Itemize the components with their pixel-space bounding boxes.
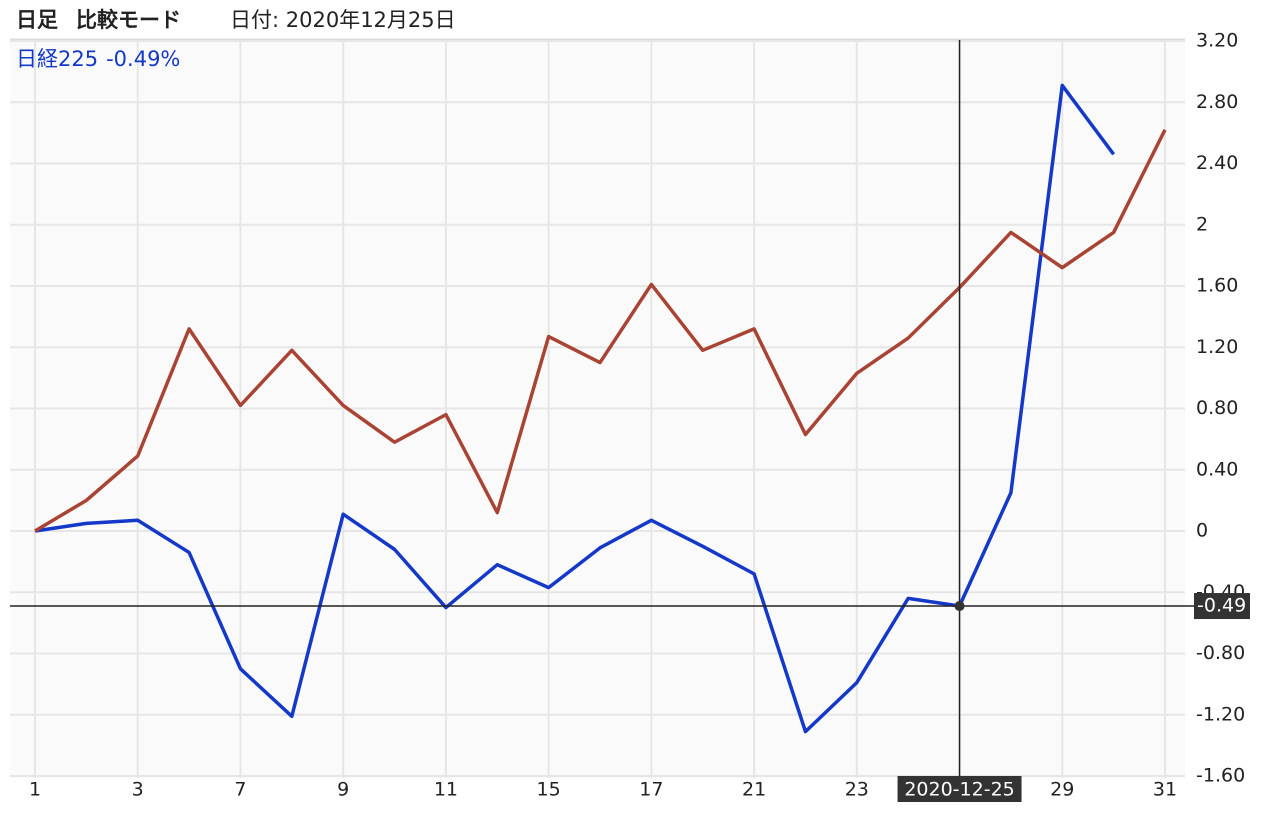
y-tick-label: -1.20 — [1196, 703, 1245, 725]
legend-value: -0.49% — [106, 47, 180, 71]
x-tick-label: 15 — [537, 779, 561, 801]
y-tick-label: 0 — [1196, 520, 1208, 542]
x-tick-label: 17 — [639, 779, 663, 801]
y-tick-label: 0.40 — [1196, 458, 1238, 480]
grid: 3.202.802.4021.601.200.800.400-0.40-0.80… — [10, 30, 1245, 801]
legend: 日経225 -0.49% — [16, 47, 180, 71]
y-tick-label: 1.60 — [1196, 275, 1238, 297]
y-tick-label: -0.80 — [1196, 642, 1245, 664]
x-tick-label: 7 — [234, 779, 246, 801]
y-tick-label: 3.20 — [1196, 30, 1238, 52]
x-tick-label: 23 — [845, 779, 869, 801]
x-tick-label: 29 — [1050, 779, 1074, 801]
header-mode: 比較モード — [76, 8, 181, 32]
y-tick-label: 2.80 — [1196, 91, 1238, 113]
header-period: 日足 — [16, 8, 58, 32]
x-tick-label: 11 — [434, 779, 458, 801]
crosshair-y-label: -0.49 — [1197, 595, 1246, 617]
x-tick-label: 21 — [742, 779, 766, 801]
x-tick-label: 31 — [1153, 779, 1177, 801]
overlay: 2020-12-25 -0.49 日経225 -0.49% — [10, 40, 1250, 802]
y-tick-label: 2.40 — [1196, 152, 1238, 174]
y-tick-label: 1.20 — [1196, 336, 1238, 358]
x-tick-label: 9 — [337, 779, 349, 801]
x-tick-label: 1 — [29, 779, 41, 801]
y-tick-label: 2 — [1196, 213, 1208, 235]
header-date: 日付: 2020年12月25日 — [230, 8, 456, 32]
crosshair-y-label-bg — [1194, 593, 1250, 620]
x-tick-label: 2020-12-25 — [904, 779, 1014, 801]
series-line — [34, 83, 1116, 734]
y-tick-label: 0.80 — [1196, 397, 1238, 419]
crosshair-point — [954, 601, 965, 612]
series-line — [34, 129, 1167, 533]
crosshair-x-label-bg — [897, 776, 1022, 802]
lines — [34, 83, 1167, 734]
legend-name: 日経225 — [16, 47, 98, 71]
y-tick-label: -1.60 — [1196, 765, 1245, 787]
x-tick-label: 3 — [132, 779, 144, 801]
